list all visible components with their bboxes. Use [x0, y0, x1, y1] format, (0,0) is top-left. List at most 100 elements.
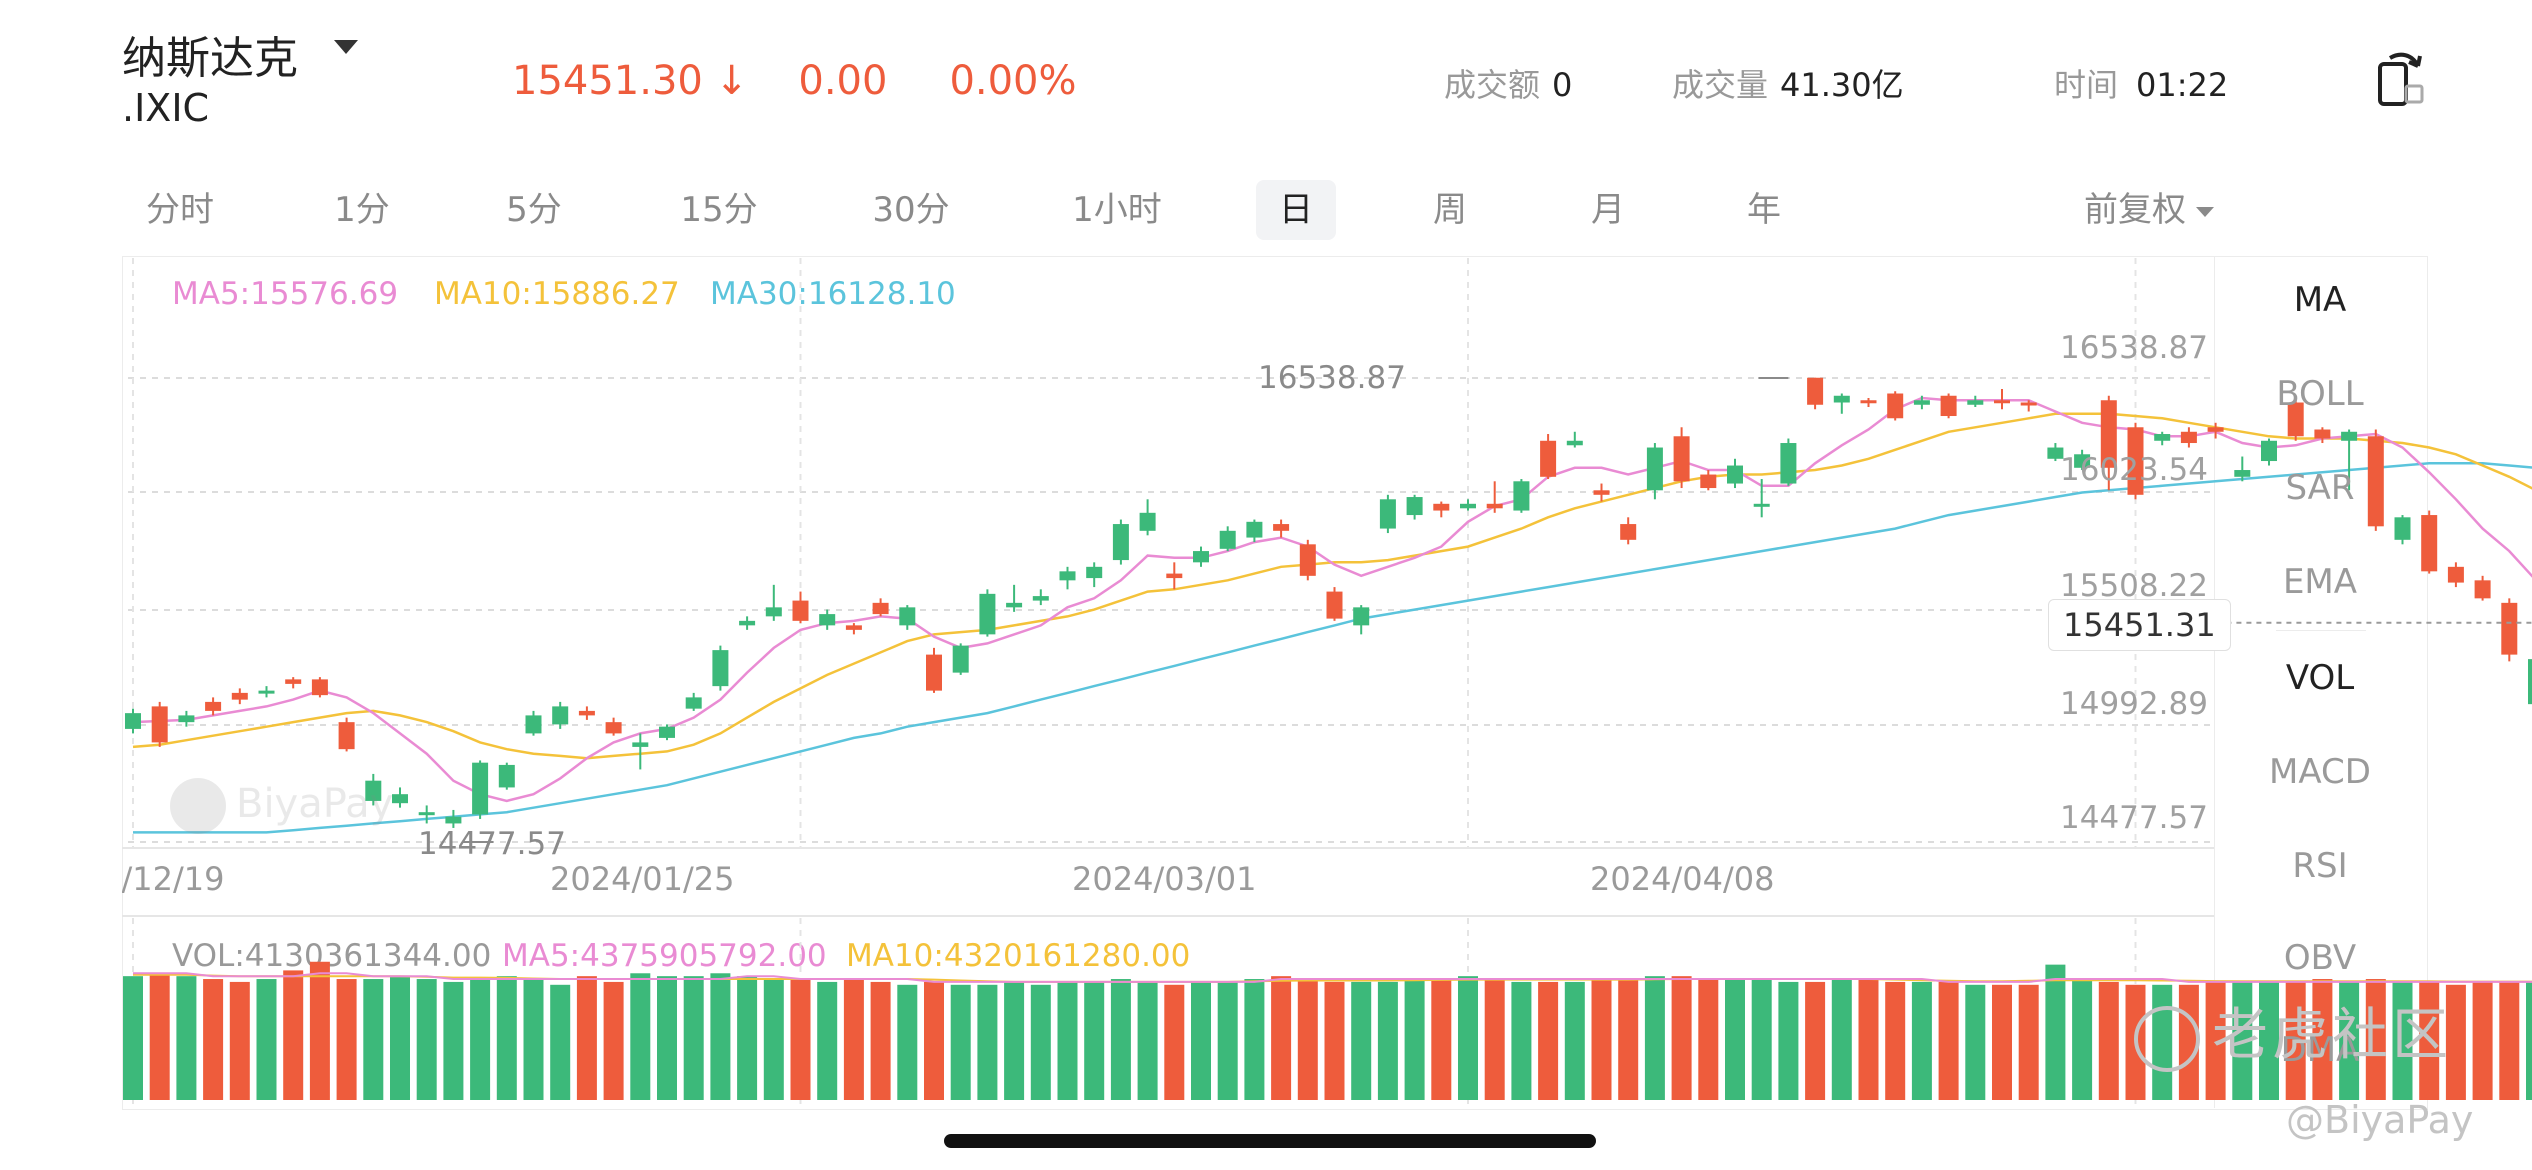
- candle: [2501, 602, 2518, 655]
- volume-bar: [763, 979, 784, 1100]
- candle: [472, 762, 489, 815]
- volume-bar: [710, 973, 731, 1100]
- volume-bar: [176, 976, 197, 1100]
- volume-bar: [657, 976, 677, 1100]
- price-change-pct: 0.00%: [949, 58, 1077, 104]
- candle: [739, 620, 756, 626]
- volume-bar: [416, 979, 437, 1100]
- candle: [285, 679, 302, 684]
- tab-timeshare[interactable]: 分时: [146, 190, 214, 230]
- candle: [2154, 434, 2171, 441]
- tab-1hour[interactable]: 1小时: [1072, 190, 1162, 230]
- volume-bar: [2098, 981, 2119, 1100]
- candle: [1112, 524, 1129, 561]
- candle: [1513, 481, 1530, 511]
- tab-15min[interactable]: 15分: [680, 190, 758, 230]
- volume-bar: [576, 976, 597, 1100]
- candle: [1780, 443, 1797, 484]
- candle: [685, 697, 702, 709]
- tab-year[interactable]: 年: [1747, 190, 1781, 230]
- candle: [1967, 400, 1984, 405]
- tab-30min[interactable]: 30分: [872, 190, 950, 230]
- indicator-rsi[interactable]: RSI: [2292, 846, 2348, 886]
- volume-bar: [1911, 981, 1932, 1100]
- rotate-screen-icon[interactable]: [2376, 50, 2428, 108]
- volume-bar: [2526, 981, 2532, 1100]
- down-arrow-icon: ↓: [714, 58, 749, 104]
- candle: [1059, 571, 1076, 581]
- candle: [952, 645, 969, 673]
- tab-week[interactable]: 周: [1433, 190, 1467, 230]
- volume-bar: [2472, 981, 2493, 1100]
- volume-bar: [363, 979, 384, 1100]
- last-price-tag: 15451.31: [2048, 599, 2231, 651]
- candle: [338, 722, 355, 750]
- candle: [578, 710, 595, 716]
- candle: [1700, 474, 1717, 489]
- candle: [1646, 447, 1663, 491]
- price-summary: 15451.30 ↓ 0.00 0.00%: [512, 58, 1099, 104]
- volume-bar: [1351, 981, 1372, 1100]
- candle: [1032, 596, 1049, 601]
- volume-bar: [2259, 981, 2279, 1100]
- tiger-watermark-text: 老虎社区: [2212, 1003, 2452, 1068]
- volume-bar: [1538, 981, 1559, 1100]
- volume-bar: [950, 984, 971, 1100]
- tab-5min[interactable]: 5分: [506, 190, 562, 230]
- volume-bar: [1885, 981, 1906, 1100]
- candle: [2314, 429, 2331, 439]
- volume-bar: [2018, 984, 2039, 1100]
- indicator-boll[interactable]: BOLL: [2276, 374, 2364, 414]
- volume-bar: [1591, 979, 1612, 1100]
- volume-label: 成交量: [1672, 66, 1769, 104]
- candle: [2207, 427, 2224, 432]
- vol-legend: VOL:4130361344.00: [172, 938, 492, 974]
- candle: [1913, 400, 1930, 405]
- candle: [1860, 400, 1877, 404]
- candle: [2341, 431, 2358, 441]
- candle: [819, 614, 836, 626]
- x-tick-label: 2023/12/19: [122, 860, 225, 898]
- candle: [1006, 602, 1023, 608]
- indicator-dma[interactable]: DMA: [2280, 1030, 2360, 1070]
- volume-bar: [550, 984, 571, 1100]
- index-code: .IXIC: [122, 86, 210, 130]
- ma30-line: [133, 462, 2532, 834]
- index-name[interactable]: 纳斯达克: [122, 33, 298, 84]
- volume-bar: [336, 979, 357, 1100]
- indicator-ema[interactable]: EMA: [2282, 562, 2358, 602]
- volume-bar: [496, 976, 517, 1100]
- volume-bar: [1965, 984, 1986, 1100]
- candle: [632, 742, 649, 747]
- candle: [2421, 515, 2438, 572]
- volume-bar: [1110, 979, 1131, 1100]
- volume-bar: [1137, 981, 1158, 1100]
- price-adjust-dropdown[interactable]: 前复权: [2084, 180, 2214, 240]
- candle: [151, 706, 168, 743]
- indicator-sar[interactable]: SAR: [2285, 468, 2355, 508]
- home-indicator[interactable]: [944, 1134, 1596, 1148]
- volume-bar: [283, 970, 304, 1100]
- indicator-ma[interactable]: MA: [2293, 280, 2347, 320]
- candle: [365, 780, 382, 801]
- candle: [2287, 402, 2304, 437]
- tab-day[interactable]: 日: [1256, 180, 1336, 240]
- indicator-macd[interactable]: MACD: [2269, 752, 2371, 792]
- chevron-down-icon[interactable]: [334, 40, 358, 54]
- candle: [311, 679, 328, 696]
- last-price: 15451.30: [512, 58, 703, 104]
- candle: [792, 600, 809, 621]
- time-value: 01:22: [2136, 66, 2229, 104]
- turnover-stat: 成交额 0: [1444, 60, 1572, 106]
- candle: [1379, 499, 1396, 529]
- indicator-obv[interactable]: OBV: [2283, 938, 2357, 978]
- indicator-vol[interactable]: VOL: [2285, 658, 2355, 698]
- candle: [2447, 566, 2464, 583]
- tab-1min[interactable]: 1分: [334, 190, 390, 230]
- tab-month[interactable]: 月: [1591, 190, 1625, 230]
- y-tick-label: 14477.57: [2060, 800, 2208, 836]
- volume-bar: [1992, 984, 2012, 1100]
- candle: [872, 602, 889, 615]
- volume-bar: [203, 979, 224, 1100]
- candle: [2528, 659, 2532, 705]
